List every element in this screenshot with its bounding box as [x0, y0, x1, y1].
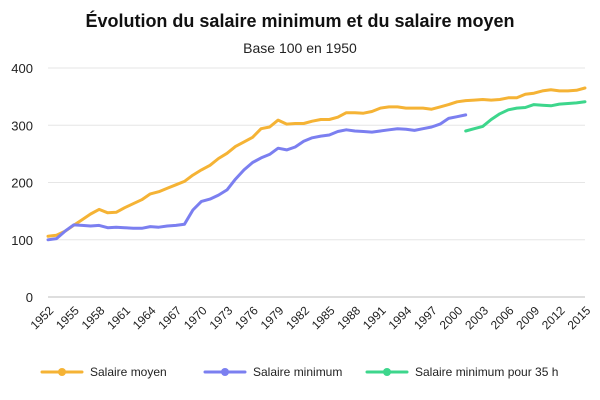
x-tick-label: 1985: [309, 303, 338, 332]
legend-marker-2: [221, 368, 229, 376]
series-line-2: [46, 113, 468, 242]
x-tick-label: 1982: [283, 303, 312, 332]
x-tick-label: 1988: [334, 303, 363, 332]
gridlines: [48, 67, 585, 298]
legend-marker-1: [58, 368, 66, 376]
y-tick-label: 100: [11, 233, 33, 248]
x-tick-label: 2003: [462, 303, 491, 332]
x-tick-label: 1979: [258, 303, 287, 332]
x-tick-label: 1976: [232, 303, 261, 332]
x-tick-label: 2009: [513, 303, 542, 332]
y-tick-label: 0: [26, 290, 33, 305]
y-tick-label: 200: [11, 176, 33, 191]
x-tick-label: 2015: [565, 303, 594, 332]
x-tick-label: 1952: [28, 303, 57, 332]
x-tick-label: 1997: [411, 303, 440, 332]
legend: Salaire moyen Salaire minimum Salaire mini…: [40, 365, 558, 379]
series-line-1: [46, 86, 587, 238]
y-tick-label: 300: [11, 118, 33, 133]
x-tick-label: 2006: [488, 303, 517, 332]
chart-subtitle: Base 100 en 1950: [243, 40, 357, 56]
x-tick-label: 2000: [437, 303, 466, 332]
y-tick-label: 400: [11, 61, 33, 76]
y-axis-ticks: 0 100 200 300 400: [11, 61, 33, 305]
x-tick-label: 1964: [130, 303, 159, 332]
legend-marker-3: [383, 368, 391, 376]
legend-label-2: Salaire minimum: [253, 365, 342, 379]
series-lines: [46, 86, 587, 242]
x-tick-label: 1958: [79, 303, 108, 332]
x-tick-label: 2012: [539, 303, 568, 332]
x-tick-label: 1991: [360, 303, 389, 332]
series-line-3: [464, 100, 587, 133]
x-tick-label: 1967: [155, 303, 184, 332]
legend-label-1: Salaire moyen: [90, 365, 167, 379]
chart-title: Évolution du salaire minimum et du salai…: [85, 10, 514, 31]
x-axis-ticks: 1952195519581961196419671970197319761979…: [28, 303, 594, 332]
x-tick-label: 1961: [104, 303, 133, 332]
x-tick-label: 1970: [181, 303, 210, 332]
x-tick-label: 1994: [386, 303, 415, 332]
legend-label-3: Salaire minimum pour 35 h: [415, 365, 558, 379]
x-tick-label: 1955: [53, 303, 82, 332]
x-tick-label: 1973: [207, 303, 236, 332]
